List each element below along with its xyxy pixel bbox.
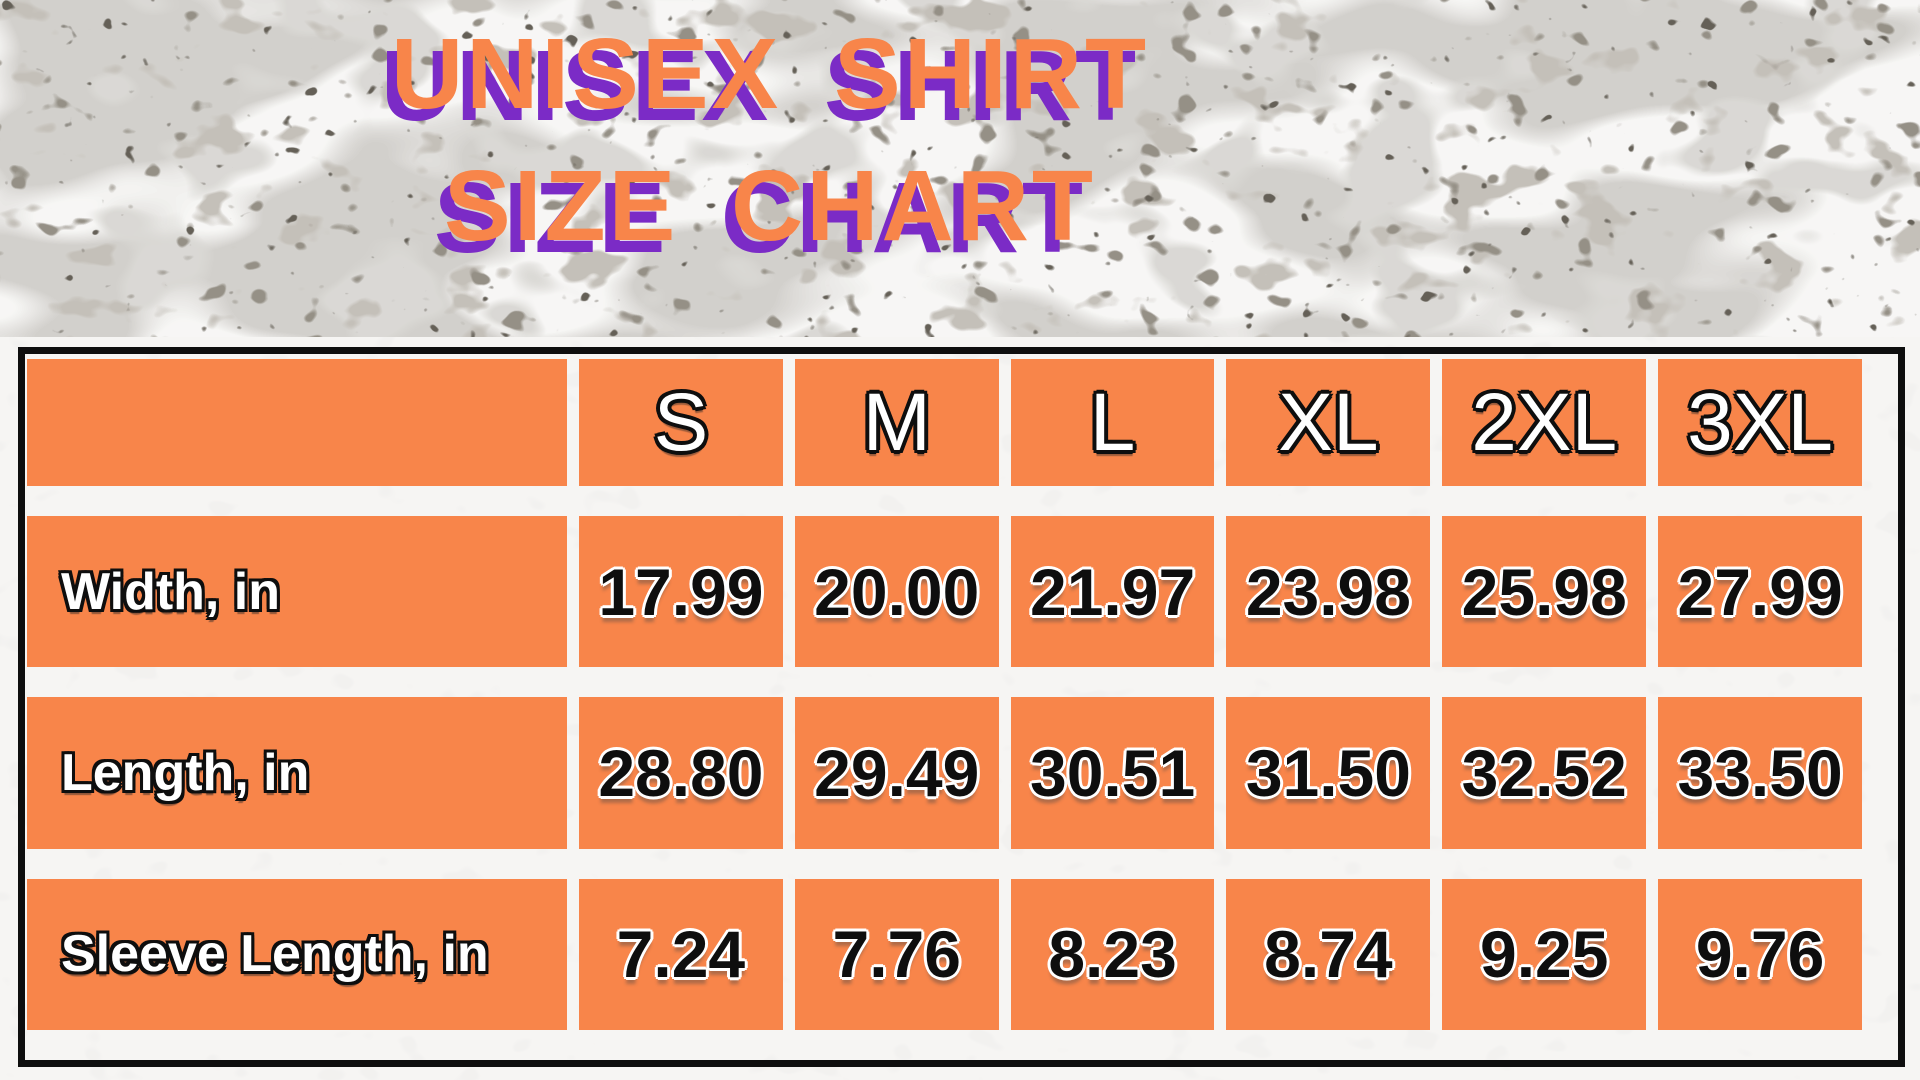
value-width-l: 21.97 bbox=[1010, 516, 1215, 668]
size-chart-table: S M L XL 2XL 3XL Width, in 17.99 20.00 2… bbox=[18, 347, 1905, 1067]
value-width-m: 20.00 bbox=[794, 516, 999, 668]
col-header-s: S bbox=[579, 359, 783, 486]
col-header-l: L bbox=[1010, 359, 1215, 486]
col-header-xl: XL bbox=[1226, 359, 1431, 486]
banner: UNISEX SHIRT SIZE CHART bbox=[0, 0, 1920, 337]
value-sleeve-l: 8.23 bbox=[1010, 878, 1215, 1030]
value-width-s: 17.99 bbox=[579, 516, 783, 668]
value-length-l: 30.51 bbox=[1010, 697, 1215, 849]
value-width-3xl: 27.99 bbox=[1658, 516, 1862, 668]
row-label-sleeve-length: Sleeve Length, in bbox=[27, 878, 567, 1030]
value-width-2xl: 25.98 bbox=[1442, 516, 1647, 668]
value-sleeve-3xl: 9.76 bbox=[1658, 878, 1862, 1030]
value-length-xl: 31.50 bbox=[1226, 697, 1431, 849]
value-sleeve-s: 7.24 bbox=[579, 878, 783, 1030]
col-header-m: M bbox=[794, 359, 999, 486]
value-sleeve-2xl: 9.25 bbox=[1442, 878, 1647, 1030]
value-length-3xl: 33.50 bbox=[1658, 697, 1862, 849]
row-label-length: Length, in bbox=[27, 697, 567, 849]
value-length-m: 29.49 bbox=[794, 697, 999, 849]
value-width-xl: 23.98 bbox=[1226, 516, 1431, 668]
value-length-2xl: 32.52 bbox=[1442, 697, 1647, 849]
page-title: UNISEX SHIRT SIZE CHART bbox=[0, 8, 1540, 272]
col-header-3xl: 3XL bbox=[1658, 359, 1862, 486]
col-header-2xl: 2XL bbox=[1442, 359, 1647, 486]
value-sleeve-xl: 8.74 bbox=[1226, 878, 1431, 1030]
title-line-1: UNISEX SHIRT bbox=[390, 18, 1150, 130]
value-length-s: 28.80 bbox=[579, 697, 783, 849]
value-sleeve-m: 7.76 bbox=[794, 878, 999, 1030]
title-line-2: SIZE CHART bbox=[444, 150, 1096, 262]
corner-cell bbox=[27, 359, 567, 486]
row-label-width: Width, in bbox=[27, 516, 567, 668]
